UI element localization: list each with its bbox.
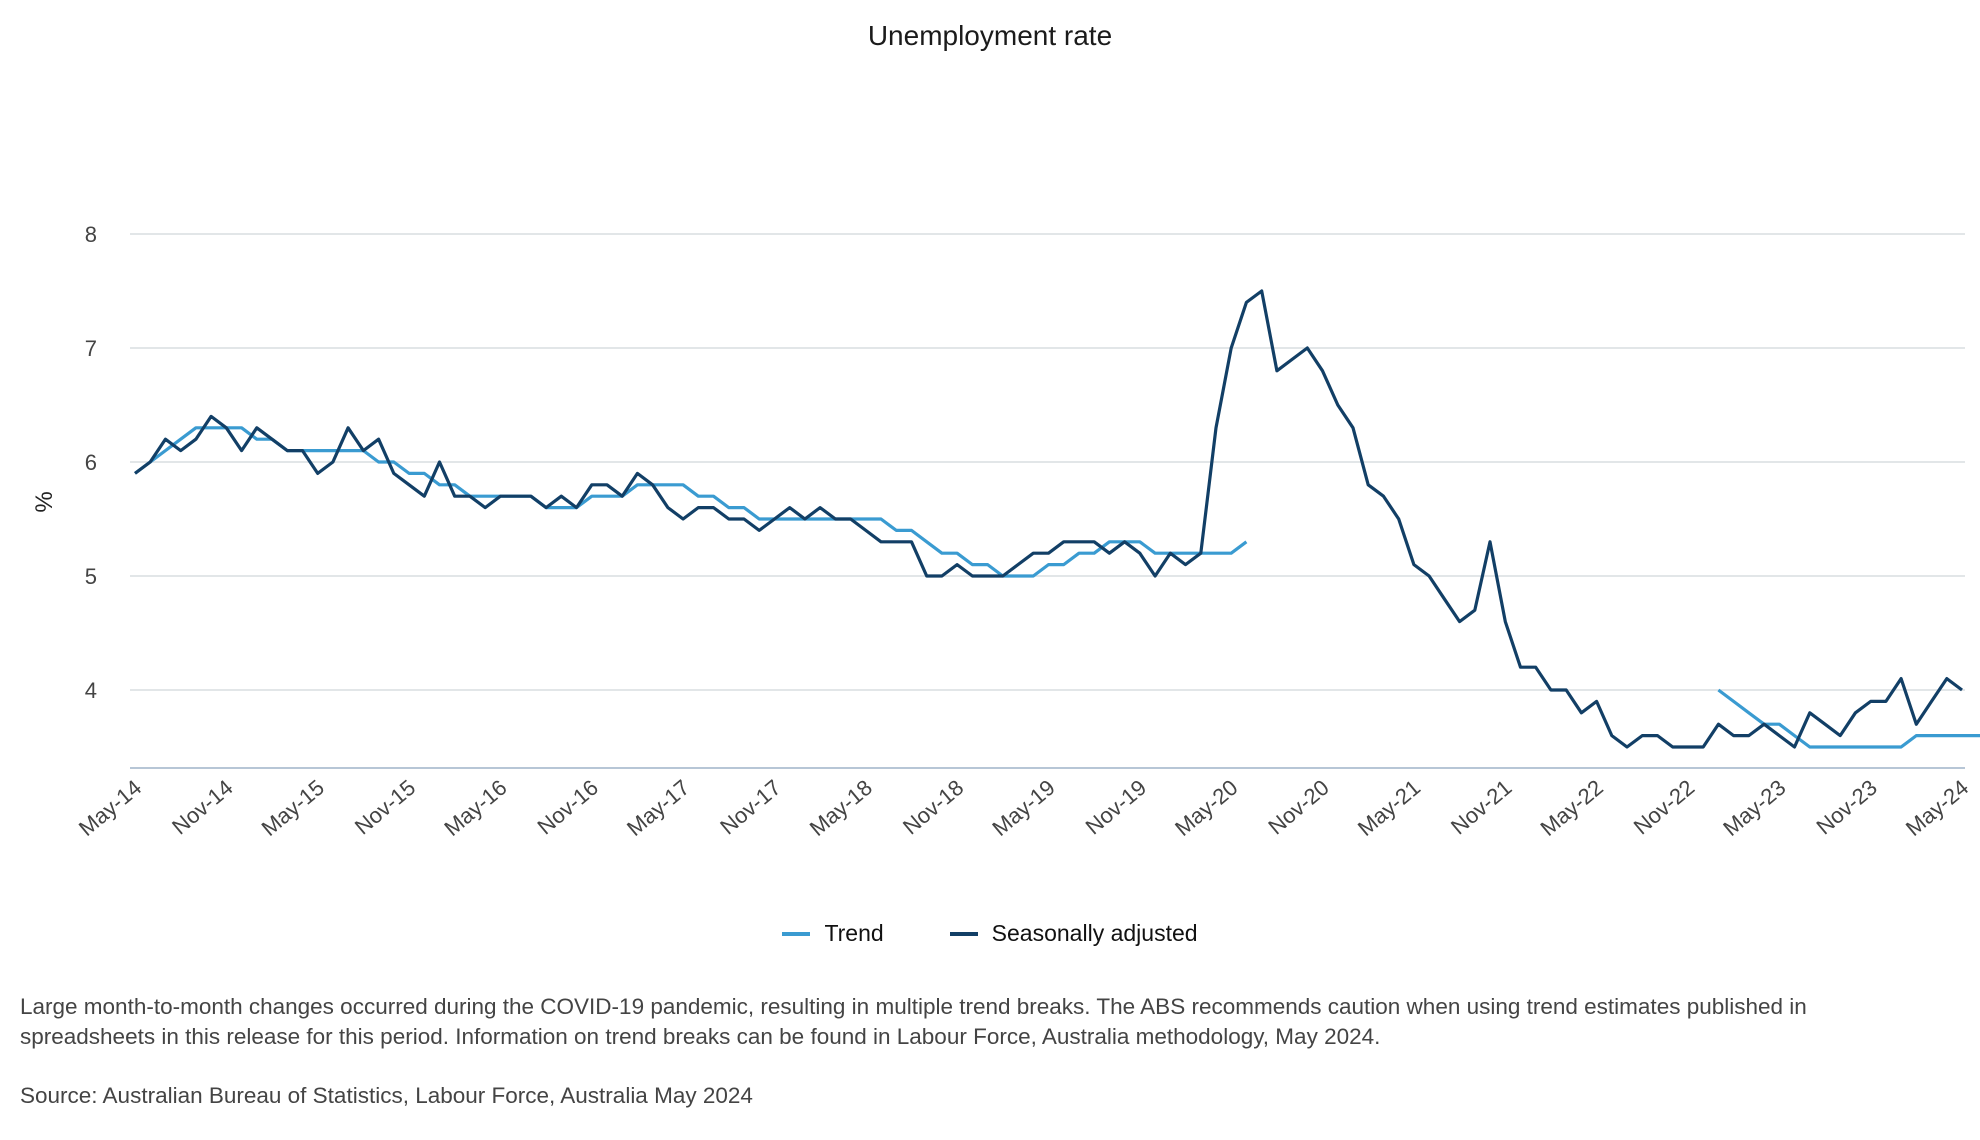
x-tick-label: Nov-20 — [1263, 775, 1333, 840]
y-axis-ticks: 4 5 6 7 8 — [85, 222, 97, 703]
line-chart: 4 5 6 7 8 % May-14 Nov-14 May-15 Nov-15 May-16 No… — [31, 222, 1980, 841]
gridlines — [130, 233, 1965, 769]
x-tick-label: May-17 — [622, 775, 694, 841]
y-tick-label: 4 — [85, 678, 97, 703]
legend: Trend Seasonally adjusted — [0, 920, 1980, 947]
x-tick-label: May-23 — [1718, 775, 1790, 841]
x-tick-label: May-19 — [987, 775, 1059, 841]
x-tick-label: May-21 — [1353, 775, 1425, 841]
x-tick-label: Nov-18 — [898, 775, 968, 840]
x-tick-label: May-16 — [439, 775, 511, 841]
x-tick-label: May-18 — [805, 775, 877, 841]
x-tick-label: Nov-22 — [1629, 775, 1699, 840]
x-tick-label: May-24 — [1901, 775, 1973, 841]
legend-label-trend: Trend — [824, 920, 884, 946]
x-tick-label: Nov-14 — [167, 775, 237, 840]
series-line[interactable] — [134, 289, 1963, 749]
y-axis-label: % — [31, 491, 58, 512]
y-tick-label: 6 — [85, 450, 97, 475]
x-tick-label: May-14 — [74, 775, 146, 841]
x-tick-label: May-15 — [257, 775, 329, 841]
series-line[interactable] — [1717, 688, 1980, 749]
x-tick-label: May-20 — [1170, 775, 1242, 841]
x-tick-label: Nov-17 — [715, 775, 785, 840]
series-trend[interactable] — [134, 426, 1980, 749]
legend-item-seasonally-adjusted[interactable]: Seasonally adjusted — [949, 920, 1198, 947]
chart-title: Unemployment rate — [867, 20, 1113, 51]
x-tick-label: Nov-21 — [1446, 775, 1516, 840]
x-tick-label: Nov-23 — [1811, 775, 1881, 840]
y-tick-label: 5 — [85, 564, 97, 589]
legend-item-trend[interactable]: Trend — [782, 920, 884, 947]
legend-swatch-trend — [782, 931, 811, 936]
series-lines — [134, 289, 1980, 749]
x-axis-ticks: May-14 Nov-14 May-15 Nov-15 May-16 Nov-16 May-… — [74, 775, 1973, 841]
y-tick-label: 7 — [85, 336, 97, 361]
legend-label-seasonally-adjusted: Seasonally adjusted — [991, 920, 1198, 946]
x-tick-label: Nov-19 — [1081, 775, 1151, 840]
source-text: Source: Australian Bureau of Statistics,… — [20, 1083, 753, 1108]
x-tick-label: Nov-15 — [350, 775, 420, 840]
series-seasonally-adjusted[interactable] — [134, 289, 1963, 749]
x-tick-label: May-22 — [1536, 775, 1608, 841]
series-line[interactable] — [134, 426, 1248, 578]
x-tick-label: Nov-16 — [533, 775, 603, 840]
legend-swatch-seasonally-adjusted — [949, 931, 978, 936]
y-tick-label: 8 — [85, 222, 97, 247]
footnote-text: Large month-to-month changes occurred du… — [20, 994, 1807, 1049]
